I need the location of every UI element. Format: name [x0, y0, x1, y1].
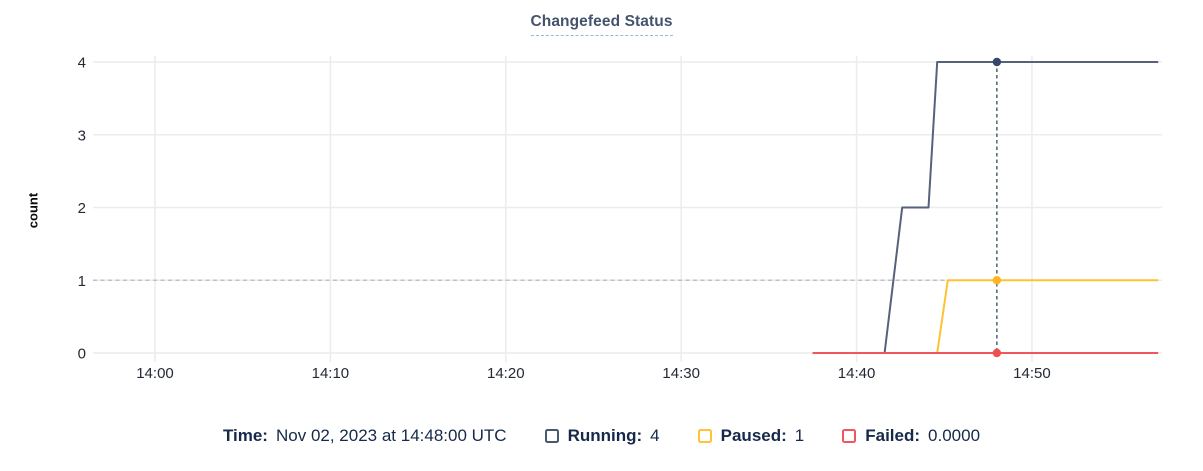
chart-svg[interactable]: 14:00 14:10 14:20 14:30 14:40 14:50 0 1 2 3 4 [0, 0, 1203, 405]
chart-legend: Time: Nov 02, 2023 at 14:48:00 UTC Runni… [0, 420, 1203, 452]
legend-time-value: Nov 02, 2023 at 14:48:00 UTC [275, 426, 507, 445]
x-tick-label: 14:10 [312, 365, 350, 382]
legend-paused-value: 1 [794, 426, 805, 445]
failed-swatch-icon [842, 429, 857, 443]
x-tick-label: 14:40 [838, 365, 876, 382]
crosshair-dot-failed [992, 348, 1002, 358]
y-tick-label: 2 [78, 200, 86, 217]
legend-item-failed[interactable]: Failed: 0.0000 [842, 426, 980, 446]
y-tick-label: 0 [78, 346, 86, 363]
legend-running-label: Running: [567, 426, 643, 445]
x-tick-label: 14:30 [662, 365, 700, 382]
crosshair-dot-paused [992, 276, 1002, 285]
y-tick-label: 1 [78, 273, 86, 290]
paused-swatch-icon [697, 429, 712, 443]
running-swatch-icon [544, 429, 559, 443]
y-tick-label: 3 [78, 127, 86, 144]
legend-paused-label: Paused: [720, 426, 787, 445]
x-tick-label: 14:50 [1013, 365, 1051, 382]
legend-failed-value: 0.0000 [928, 426, 981, 445]
series-line-paused [812, 279, 1159, 354]
crosshair-dot-running [992, 57, 1002, 67]
legend-time: Time: Nov 02, 2023 at 14:48:00 UTC [223, 426, 507, 446]
chart-title[interactable]: Changefeed Status [530, 13, 673, 36]
legend-item-paused[interactable]: Paused: 1 [697, 426, 805, 446]
x-tick-label: 14:00 [136, 365, 174, 382]
x-tick-label: 14:20 [487, 365, 525, 382]
y-tick-label: 4 [78, 55, 86, 72]
legend-item-running[interactable]: Running: 4 [544, 426, 660, 446]
legend-running-value: 4 [650, 426, 660, 445]
legend-time-label: Time: [222, 426, 268, 445]
legend-failed-label: Failed: [865, 426, 921, 445]
